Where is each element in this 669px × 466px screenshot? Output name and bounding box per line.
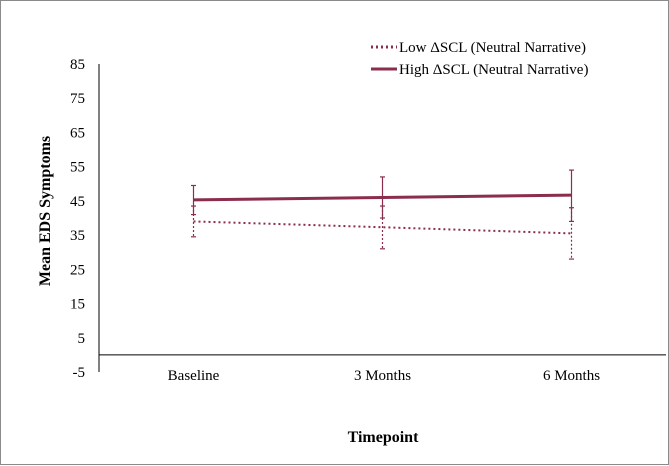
y-tick-label: 25: [70, 262, 85, 278]
x-tick-labels: Baseline 3 Months 6 Months: [168, 368, 601, 384]
y-tick-label: 5: [78, 331, 86, 347]
x-tick-label: 6 Months: [543, 368, 600, 384]
legend-label-low: Low ΔSCL (Neutral Narrative): [399, 40, 586, 56]
legend-label-high: High ΔSCL (Neutral Narrative): [399, 62, 588, 78]
y-tick-label: 85: [70, 57, 85, 73]
x-tick-label: 3 Months: [354, 368, 411, 384]
y-tick-label: 65: [70, 125, 85, 141]
legend: Low ΔSCL (Neutral Narrative) High ΔSCL (…: [371, 40, 588, 78]
y-tick-label: 45: [70, 194, 85, 210]
x-tick-label: Baseline: [168, 368, 220, 384]
series-layer: [191, 170, 574, 259]
y-tick-labels: -5 5 15 25 35 45 55 65 75 85: [70, 57, 85, 381]
y-tick-label: -5: [73, 365, 86, 381]
y-tick-label: 35: [70, 228, 85, 244]
x-axis-title: Timepoint: [348, 429, 420, 446]
series-high: [191, 170, 574, 221]
y-tick-label: 55: [70, 160, 85, 176]
y-tick-label: 15: [70, 297, 85, 313]
y-axis-title: Mean EDS Symptoms: [37, 136, 54, 286]
y-tick-label: 75: [70, 91, 85, 107]
